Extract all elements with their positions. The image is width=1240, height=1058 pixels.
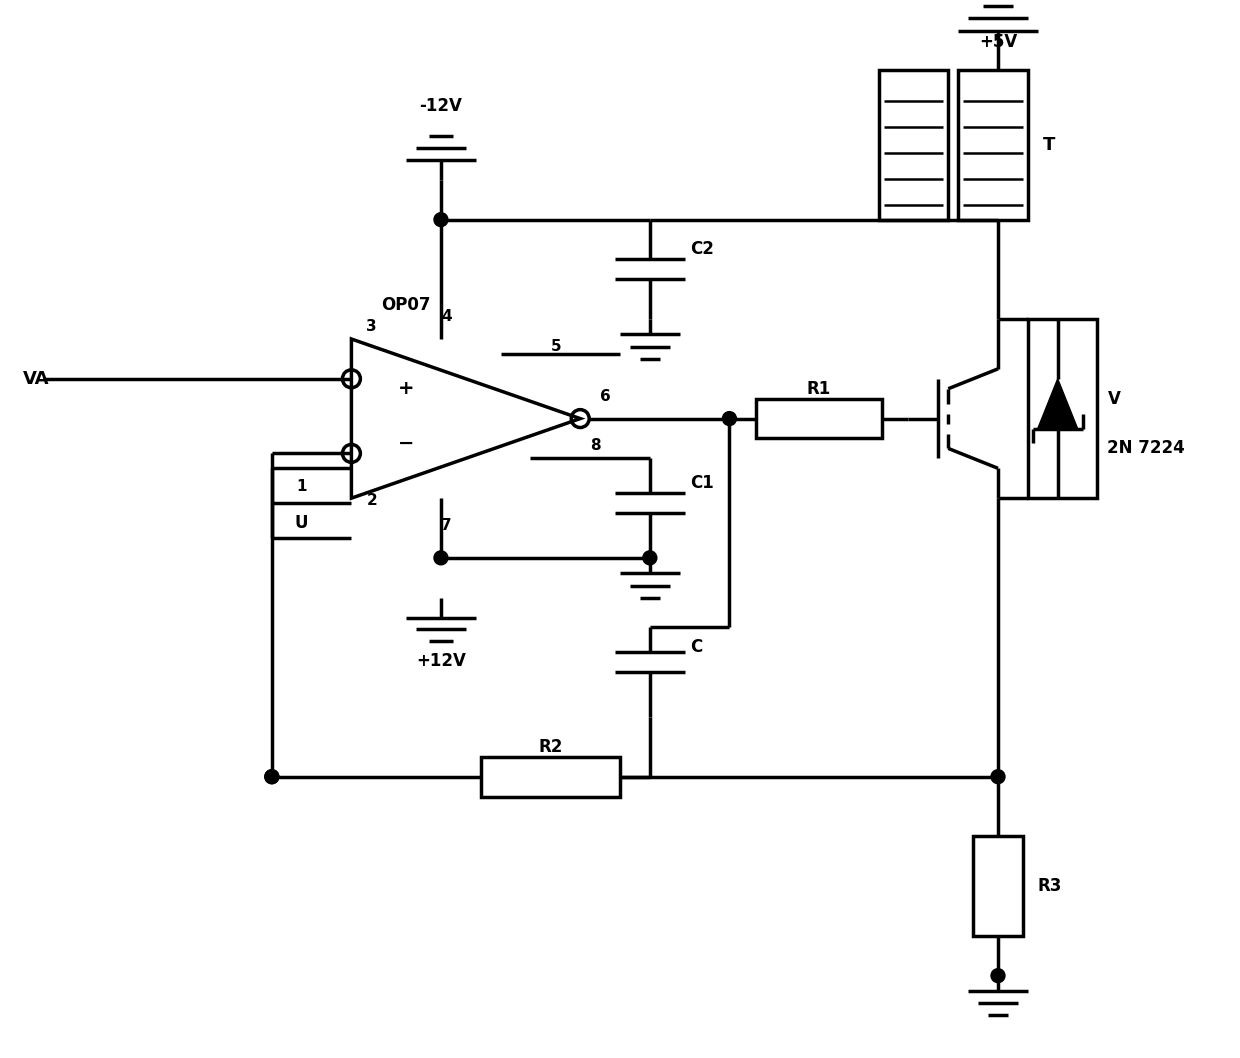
Text: C: C [689, 638, 702, 656]
Text: −: − [398, 434, 414, 453]
Text: -12V: -12V [419, 97, 463, 115]
Text: 3: 3 [366, 320, 377, 334]
Text: +: + [398, 379, 414, 398]
Circle shape [991, 770, 1004, 784]
Text: T: T [1043, 136, 1055, 154]
Text: C2: C2 [689, 240, 713, 258]
Text: U: U [295, 514, 309, 532]
Text: 6: 6 [600, 388, 611, 404]
Bar [973, 837, 1023, 936]
Bar [756, 399, 882, 438]
Text: R1: R1 [807, 380, 831, 398]
Text: OP07: OP07 [381, 296, 430, 314]
Text: 7: 7 [441, 518, 451, 533]
Circle shape [434, 213, 448, 226]
Text: 5: 5 [551, 339, 560, 354]
Polygon shape [1038, 379, 1078, 428]
Circle shape [991, 969, 1004, 983]
Text: C1: C1 [689, 474, 713, 492]
Text: 2N 7224: 2N 7224 [1107, 439, 1185, 457]
Text: 2: 2 [366, 493, 377, 508]
Text: 4: 4 [441, 309, 451, 324]
Text: VA: VA [24, 370, 50, 388]
Circle shape [642, 551, 657, 565]
Bar [1028, 320, 1097, 498]
Text: 1: 1 [296, 478, 308, 494]
Circle shape [265, 770, 279, 784]
Circle shape [265, 770, 279, 784]
Text: V: V [1107, 389, 1120, 407]
Bar [959, 71, 1028, 220]
Text: R2: R2 [538, 737, 563, 755]
Bar [879, 71, 949, 220]
Circle shape [434, 551, 448, 565]
Text: +12V: +12V [415, 653, 466, 671]
Circle shape [723, 412, 737, 425]
Bar [481, 756, 620, 797]
Text: 8: 8 [590, 438, 601, 454]
Text: R3: R3 [1038, 877, 1063, 895]
Text: +5V: +5V [978, 33, 1017, 51]
